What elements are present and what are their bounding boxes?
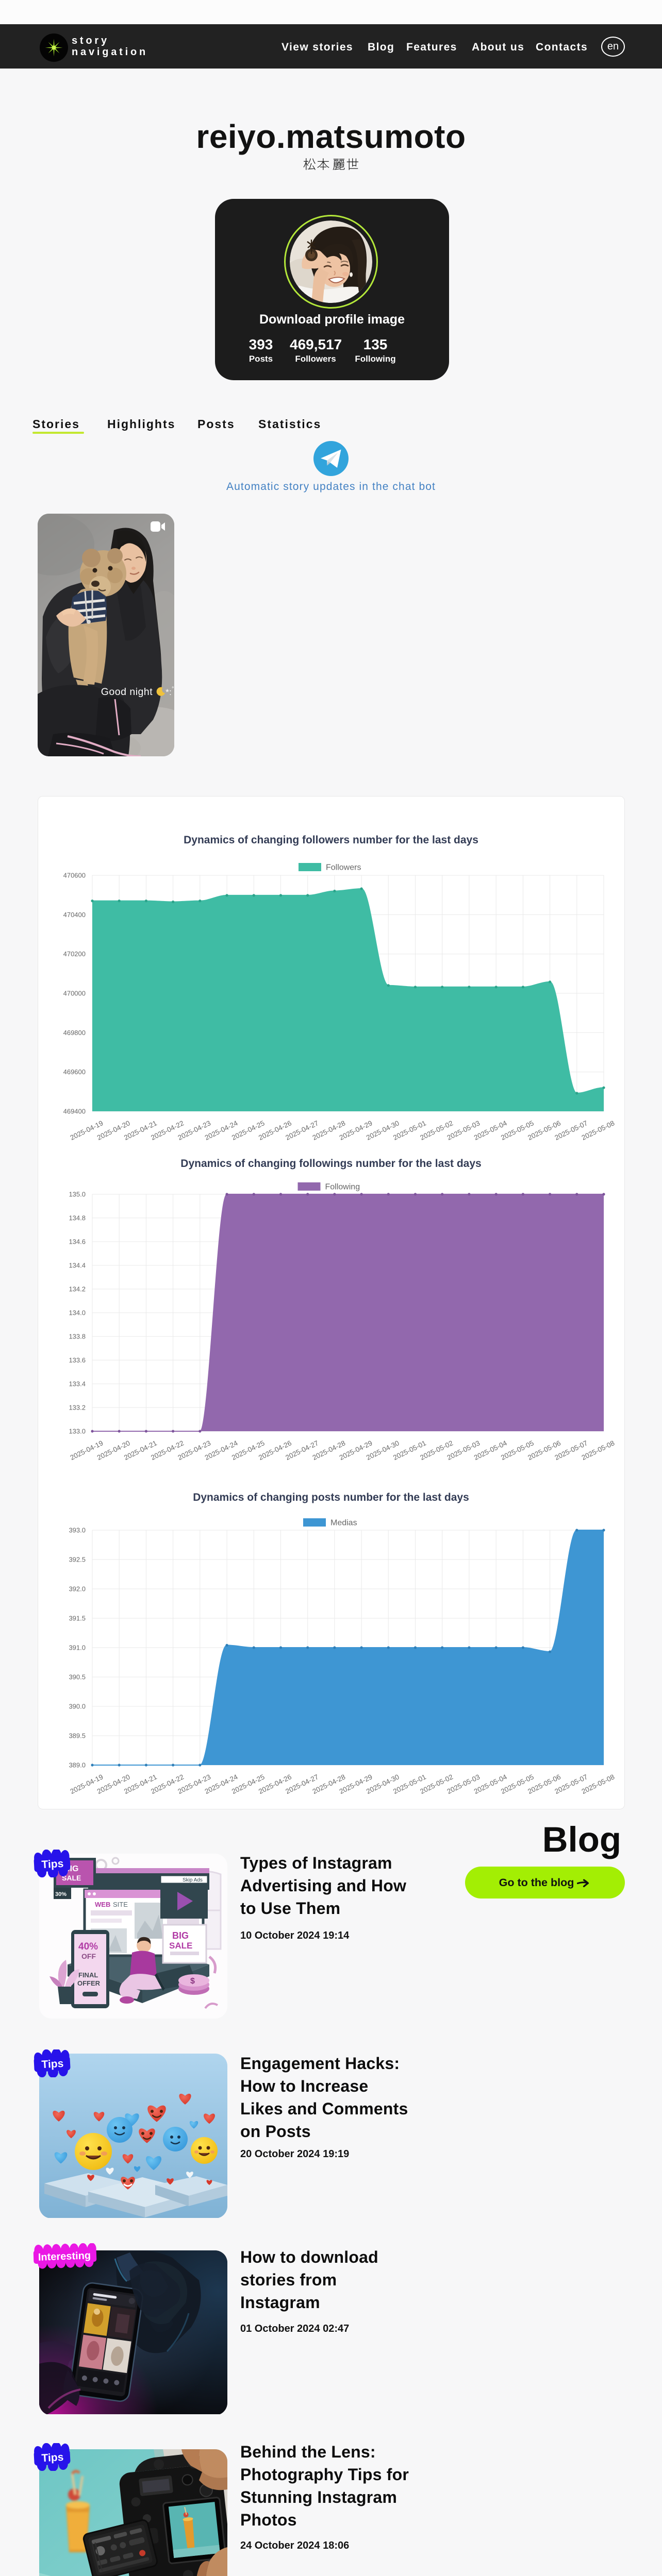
svg-text:OFFER: OFFER — [77, 1979, 101, 1987]
svg-text:133.6: 133.6 — [69, 1357, 86, 1364]
svg-text:FINAL: FINAL — [78, 1971, 98, 1979]
svg-text:134.6: 134.6 — [69, 1238, 86, 1246]
svg-text:133.4: 133.4 — [69, 1380, 86, 1388]
svg-text:393.0: 393.0 — [69, 1527, 86, 1534]
svg-text:391.5: 391.5 — [69, 1615, 86, 1622]
svg-text:Medias: Medias — [330, 1519, 357, 1528]
svg-text:469600: 469600 — [63, 1068, 86, 1076]
svg-text:Dynamics of changing followers: Dynamics of changing followers number fo… — [184, 834, 478, 846]
svg-text:WEB: WEB — [95, 1901, 110, 1908]
svg-text:470600: 470600 — [63, 872, 86, 879]
svg-text:470400: 470400 — [63, 911, 86, 919]
svg-text:Tips: Tips — [41, 1858, 64, 1871]
svg-text:134.2: 134.2 — [69, 1285, 86, 1293]
svg-text:470200: 470200 — [63, 950, 86, 958]
svg-text:469400: 469400 — [63, 1108, 86, 1115]
svg-text:133.2: 133.2 — [69, 1404, 86, 1412]
svg-text:SITE: SITE — [113, 1901, 128, 1908]
svg-text:390.0: 390.0 — [69, 1703, 86, 1710]
svg-text:389.5: 389.5 — [69, 1732, 86, 1740]
svg-text:391.0: 391.0 — [69, 1644, 86, 1652]
svg-text:389.0: 389.0 — [69, 1761, 86, 1769]
svg-text:Tips: Tips — [41, 2451, 64, 2464]
svg-text:469800: 469800 — [63, 1029, 86, 1037]
svg-text:390.5: 390.5 — [69, 1673, 86, 1681]
svg-text:$: $ — [190, 1977, 195, 1986]
svg-text:133.8: 133.8 — [69, 1333, 86, 1341]
svg-text:30%: 30% — [55, 1891, 67, 1897]
svg-text:OFF: OFF — [81, 1952, 96, 1960]
svg-text:134.8: 134.8 — [69, 1214, 86, 1222]
svg-text:Interesting: Interesting — [38, 2250, 91, 2263]
svg-text:40%: 40% — [78, 1941, 98, 1952]
svg-text:Dynamics of changing following: Dynamics of changing followings number f… — [180, 1158, 481, 1170]
svg-text:470000: 470000 — [63, 990, 86, 997]
svg-text:Following: Following — [325, 1183, 360, 1192]
svg-text:Dynamics of changing posts num: Dynamics of changing posts number for th… — [193, 1492, 469, 1503]
svg-text:Followers: Followers — [326, 863, 361, 872]
svg-text:134.0: 134.0 — [69, 1309, 86, 1317]
svg-text:134.4: 134.4 — [69, 1262, 86, 1269]
svg-text:135.0: 135.0 — [69, 1191, 86, 1198]
svg-text:BIG: BIG — [172, 1930, 189, 1941]
svg-text:Skip Ads: Skip Ads — [183, 1877, 203, 1883]
svg-text:SALE: SALE — [169, 1941, 192, 1951]
svg-text:133.0: 133.0 — [69, 1428, 86, 1435]
svg-text:392.0: 392.0 — [69, 1585, 86, 1593]
svg-text:Tips: Tips — [41, 2058, 64, 2071]
svg-text:SALE: SALE — [62, 1874, 81, 1882]
svg-text:392.5: 392.5 — [69, 1556, 86, 1564]
